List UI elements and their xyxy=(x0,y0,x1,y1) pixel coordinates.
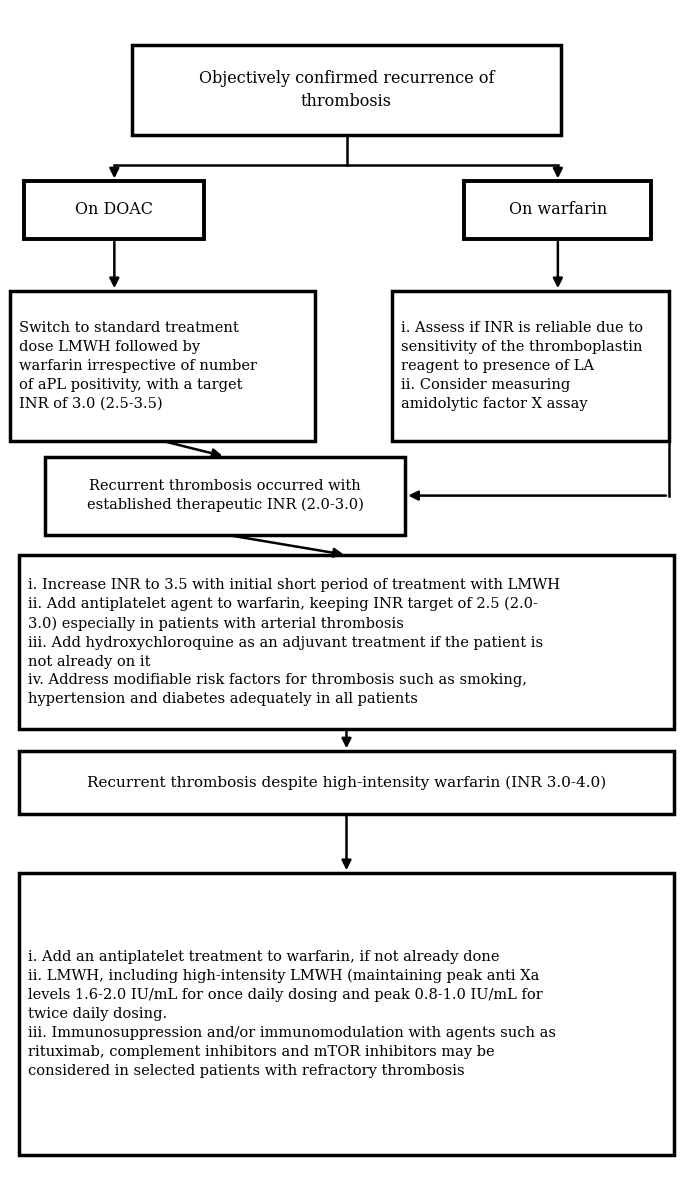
Bar xyxy=(10,292,315,442)
Text: Recurrent thrombosis occurred with
established therapeutic INR (2.0-3.0): Recurrent thrombosis occurred with estab… xyxy=(87,479,364,512)
Text: Recurrent thrombosis despite high-intensity warfarin (INR 3.0-4.0): Recurrent thrombosis despite high-intens… xyxy=(87,775,606,790)
Bar xyxy=(464,181,651,239)
Text: Switch to standard treatment
dose LMWH followed by
warfarin irrespective of numb: Switch to standard treatment dose LMWH f… xyxy=(19,322,257,410)
Text: i. Add an antiplatelet treatment to warfarin, if not already done
ii. LMWH, incl: i. Add an antiplatelet treatment to warf… xyxy=(28,950,556,1078)
Bar xyxy=(45,457,405,535)
Text: On DOAC: On DOAC xyxy=(76,202,153,218)
Bar xyxy=(132,44,561,134)
Bar xyxy=(24,181,204,239)
Bar xyxy=(19,751,674,814)
Bar xyxy=(19,554,674,728)
Text: i. Increase INR to 3.5 with initial short period of treatment with LMWH
ii. Add : i. Increase INR to 3.5 with initial shor… xyxy=(28,577,560,707)
Text: Objectively confirmed recurrence of
thrombosis: Objectively confirmed recurrence of thro… xyxy=(199,70,494,110)
Text: i. Assess if INR is reliable due to
sensitivity of the thromboplastin
reagent to: i. Assess if INR is reliable due to sens… xyxy=(401,322,642,410)
Bar xyxy=(392,292,669,442)
Text: On warfarin: On warfarin xyxy=(509,202,607,218)
Bar xyxy=(19,874,674,1154)
